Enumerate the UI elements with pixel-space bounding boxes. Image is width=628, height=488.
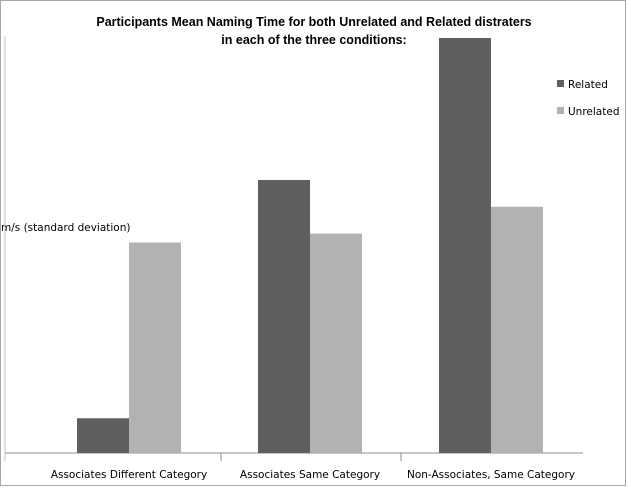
chart-subtitle: in each of the three conditions: — [221, 33, 406, 47]
bar-unrelated-non-associates-same-category — [491, 206, 543, 453]
bar-related-associates-different-category — [77, 418, 129, 453]
x-tick-label-non-associates-same-category: Non-Associates, Same Category — [407, 469, 575, 481]
bar-related-non-associates-same-category — [439, 37, 491, 453]
x-tick-label-associates-different-category: Associates Different Category — [51, 469, 207, 481]
legend: Related Unrelated — [557, 79, 619, 118]
x-tick-label-associates-same-category: Associates Same Category — [240, 469, 380, 481]
x-tick-group: Associates Different Category Associates … — [51, 453, 575, 481]
legend-swatch-unrelated — [557, 107, 564, 114]
bars-group — [77, 37, 543, 453]
legend-label-unrelated: Unrelated — [568, 106, 619, 118]
chart-title: Participants Mean Naming Time for both U… — [96, 15, 531, 29]
bar-unrelated-associates-same-category — [310, 233, 362, 453]
y-axis-label: m/s (standard deviation) — [1, 222, 130, 234]
legend-swatch-related — [557, 80, 564, 87]
bar-related-associates-same-category — [258, 179, 310, 453]
legend-label-related: Related — [568, 79, 608, 91]
bar-unrelated-associates-different-category — [129, 242, 181, 453]
